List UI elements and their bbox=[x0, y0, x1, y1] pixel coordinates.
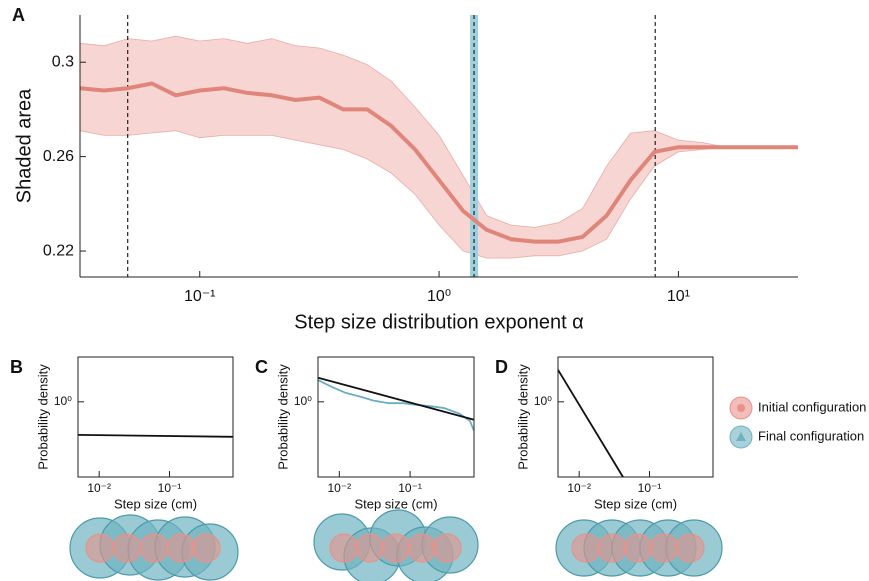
x-tick-label: 10⁻¹ bbox=[158, 481, 182, 495]
initial-disc bbox=[139, 533, 169, 563]
initial-disc bbox=[432, 533, 462, 563]
x-axis-label: Step size (cm) bbox=[114, 496, 197, 511]
y-axis-label: Probability density bbox=[275, 364, 290, 470]
initial-disc bbox=[85, 533, 115, 563]
y-tick-label: 0.22 bbox=[43, 242, 74, 259]
diagram-d bbox=[555, 519, 723, 577]
x-tick-label: 10⁻² bbox=[567, 481, 591, 495]
band-lower bbox=[79, 130, 798, 259]
initial-disc bbox=[675, 533, 705, 563]
data-line bbox=[79, 81, 798, 244]
legend-swatch-inner bbox=[736, 432, 746, 441]
x-tick-label: 10⁻¹ bbox=[184, 288, 216, 305]
initial-disc bbox=[191, 533, 221, 563]
y-tick-label: 10⁰ bbox=[294, 394, 312, 408]
y-tick-label: 10⁰ bbox=[54, 394, 72, 408]
y-axis-label: Shaded area bbox=[13, 88, 35, 203]
x-tick-label: 10⁻² bbox=[87, 481, 111, 495]
initial-disc bbox=[112, 533, 142, 563]
initial-disc bbox=[381, 533, 411, 563]
diagram-c bbox=[313, 509, 479, 581]
highlight-band bbox=[470, 15, 479, 277]
panel-letter: B bbox=[10, 357, 23, 377]
initial-disc bbox=[329, 533, 359, 563]
initial-disc bbox=[597, 533, 627, 563]
plot-frame bbox=[317, 356, 475, 478]
x-axis-label: Step size (cm) bbox=[354, 496, 437, 511]
data-line bbox=[317, 379, 475, 432]
initial-disc bbox=[649, 533, 679, 563]
initial-disc bbox=[355, 533, 385, 563]
band-upper bbox=[79, 35, 798, 228]
initial-disc bbox=[407, 533, 437, 563]
data-line bbox=[77, 434, 234, 438]
band-fill bbox=[80, 36, 798, 259]
y-axis-label: Probability density bbox=[35, 364, 50, 470]
x-axis-label: Step size (cm) bbox=[594, 496, 677, 511]
data-line bbox=[557, 369, 624, 478]
initial-disc bbox=[166, 533, 196, 563]
y-tick-label: 0.3 bbox=[52, 53, 74, 70]
x-tick-label: 10¹ bbox=[667, 288, 690, 305]
data-line bbox=[317, 376, 475, 421]
panel-letter: D bbox=[495, 357, 508, 377]
x-tick-label: 10⁻¹ bbox=[638, 481, 662, 495]
initial-disc bbox=[623, 533, 653, 563]
plot-frame bbox=[77, 356, 234, 478]
x-tick-label: 10⁻² bbox=[327, 481, 351, 495]
y-axis-label: Probability density bbox=[515, 364, 530, 470]
plot-frame bbox=[557, 356, 714, 478]
y-tick-label: 10⁰ bbox=[534, 394, 552, 408]
initial-disc bbox=[571, 533, 601, 563]
legend-label: Final configuration bbox=[758, 428, 864, 443]
x-axis-label: Step size distribution exponent α bbox=[294, 311, 584, 333]
panel-letter: A bbox=[12, 5, 25, 25]
diagram-b bbox=[69, 514, 239, 581]
legend-swatch-inner bbox=[737, 404, 745, 412]
y-tick-label: 0.26 bbox=[43, 148, 74, 165]
legend-label: Initial configuration bbox=[758, 399, 866, 414]
panel-letter: C bbox=[255, 357, 268, 377]
x-tick-label: 10⁻¹ bbox=[398, 481, 422, 495]
x-tick-label: 10⁰ bbox=[427, 288, 451, 305]
